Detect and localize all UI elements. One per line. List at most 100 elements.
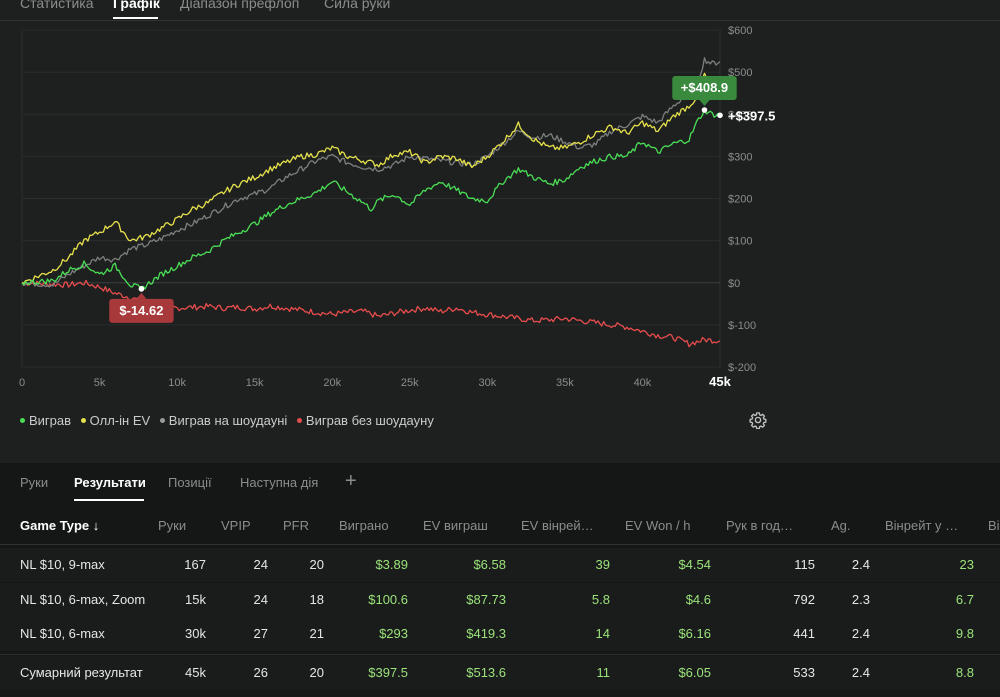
cell-pfr: 20 [309, 665, 324, 680]
y-tick-label: $300 [728, 151, 752, 163]
cell-ev-won-per-hour: $4.54 [678, 557, 711, 572]
tab-results[interactable]: Результати [74, 475, 146, 490]
x-tick-label: 15k [246, 377, 264, 389]
col-aggression[interactable]: Ag. [831, 518, 851, 533]
value-badge [109, 298, 174, 323]
highlight-dot [701, 107, 708, 113]
results-panel: Руки Результати Позиції Наступна дія + G… [0, 463, 1000, 697]
active-subtab-indicator [74, 499, 144, 501]
cell-hands: 15k [185, 592, 206, 607]
legend-dot-won [20, 418, 25, 424]
legend-item-showdown[interactable]: Виграв на шоудауні [159, 413, 287, 428]
summary-row[interactable]: Сумарний результат 45k 26 20 $397.5 $513.6 11 $… [0, 656, 1000, 690]
table-header: Game Type ↓ Руки VPIP PFR Виграно EV виг… [0, 509, 1000, 543]
x-tick-label: 35k [556, 377, 574, 389]
cell-winrate: 9.8 [955, 626, 974, 641]
y-tick-label: $600 [728, 25, 752, 37]
cell-vpip: 24 [253, 592, 268, 607]
col-ev-winrate[interactable]: EV вінрей… [521, 518, 594, 533]
y-tick-label: $200 [728, 194, 752, 206]
x-tick-label: 5k [94, 377, 106, 389]
chart-annotations: +$408.9 $-14.62 +$397.5 [109, 76, 775, 323]
tab-preflop-range[interactable]: Діапазон префлоп [180, 0, 300, 11]
cell-hands: 30k [185, 626, 206, 641]
cell-hands-per-hour: 792 [793, 592, 815, 607]
col-vpip[interactable]: VPIP [221, 518, 251, 533]
table-row[interactable]: NL $10, 9-max 167 24 20 $3.89 $6.58 39 $4.54 115… [0, 548, 1000, 582]
chart-grid [21, 29, 721, 368]
cell-aggression: 2.3 [851, 592, 870, 607]
legend-item-non-showdown[interactable]: Виграв без шоудауну [296, 413, 434, 428]
add-tab-button[interactable]: + [345, 470, 357, 492]
badge-label: $-14.62 [119, 303, 163, 318]
col-won[interactable]: Виграно [339, 518, 389, 533]
legend-item-won[interactable]: Виграв [20, 413, 71, 428]
tab-graph[interactable]: Графік [113, 0, 160, 11]
col-pfr[interactable]: PFR [283, 518, 309, 533]
value-badge [672, 76, 737, 101]
cell-game-type: NL $10, 9-max [20, 557, 105, 572]
series-line [21, 72, 721, 284]
summary-divider [0, 654, 1000, 655]
cell-aggression: 2.4 [851, 665, 870, 680]
cell-hands: 167 [184, 557, 206, 572]
cell-ev-won: $419.3 [466, 626, 506, 641]
table-row[interactable]: NL $10, 6-max 30k 27 21 $293 $419.3 14 $6.16 441… [0, 617, 1000, 651]
col-ev-won-per-hour[interactable]: EV Won / h [625, 518, 691, 533]
tab-next-action[interactable]: Наступна дія [240, 475, 319, 490]
legend-label-allin-ev: Олл-ін EV [89, 413, 151, 428]
col-hands[interactable]: Руки [158, 518, 187, 533]
chart-series [21, 57, 721, 348]
legend-dot-allin-ev [80, 418, 86, 424]
x-axis-ticks: 0 5k 10k 15k 20k 25k 30k 35k 40k 45k [19, 374, 732, 389]
cell-ev-winrate: 5.8 [591, 592, 610, 607]
col-ev-won[interactable]: EV виграш [423, 518, 488, 533]
cell-winrate: 8.8 [955, 665, 974, 680]
cell-ev-winrate: 11 [596, 665, 611, 680]
cell-pfr: 21 [309, 626, 324, 641]
y-tick-label: $-100 [728, 320, 756, 332]
x-tick-label: 20k [323, 377, 341, 389]
cell-vpip: 26 [253, 665, 268, 680]
col-truncated[interactable]: Ві [988, 518, 1000, 533]
tab-hand-strength[interactable]: Сила руки [324, 0, 391, 11]
col-hands-per-hour[interactable]: Рук в год… [726, 518, 793, 533]
end-value-label: +$397.5 [728, 108, 775, 123]
col-winrate[interactable]: Вінрейт у … [885, 518, 959, 533]
cell-ev-won: $87.73 [466, 592, 506, 607]
cell-hands-per-hour: 115 [794, 557, 815, 572]
series-line [21, 107, 721, 290]
legend-label-won: Виграв [29, 413, 72, 428]
cell-won: $293 [379, 626, 408, 641]
cell-won: $100.6 [368, 592, 408, 607]
tab-statistics[interactable]: Статистика [20, 0, 94, 11]
legend-dot-non-showdown [296, 418, 302, 424]
cell-won: $3.89 [375, 557, 408, 572]
series-line [21, 279, 721, 348]
tab-hands[interactable]: Руки [20, 475, 49, 490]
badge-label: +$408.9 [681, 80, 728, 95]
gear-icon[interactable] [749, 411, 767, 429]
x-tick-label: 45k [709, 374, 731, 389]
x-tick-label: 25k [401, 377, 419, 389]
badge-pointer [136, 292, 147, 299]
cell-ev-won-per-hour: $6.16 [678, 626, 711, 641]
cell-hands-per-hour: 533 [793, 665, 815, 680]
cell-ev-won-per-hour: $4.6 [685, 592, 711, 607]
divider [0, 20, 1000, 21]
legend-item-allin-ev[interactable]: Олл-ін EV [80, 413, 151, 428]
top-tab-bar: Статистика Графік Діапазон префлоп Сила … [0, 0, 1000, 20]
cell-hands-per-hour: 441 [793, 626, 815, 641]
tab-positions[interactable]: Позиції [168, 475, 212, 490]
y-tick-label: $0 [728, 278, 740, 290]
table-row[interactable]: NL $10, 6-max, Zoom 15k 24 18 $100.6 $87.73 5.… [0, 583, 1000, 617]
y-tick-label: $-200 [728, 362, 756, 374]
cell-aggression: 2.4 [851, 557, 870, 572]
y-tick-label: $100 [728, 236, 752, 248]
cell-hands: 45k [185, 665, 206, 680]
profit-chart[interactable]: $600$500$400$300$200$100$0$-100$-200 0 5k… [0, 22, 1000, 398]
cell-game-type: Сумарний результат [20, 665, 143, 680]
cell-vpip: 27 [253, 626, 268, 641]
col-game-type[interactable]: Game Type ↓ [20, 518, 100, 533]
highlight-dot [138, 286, 145, 292]
